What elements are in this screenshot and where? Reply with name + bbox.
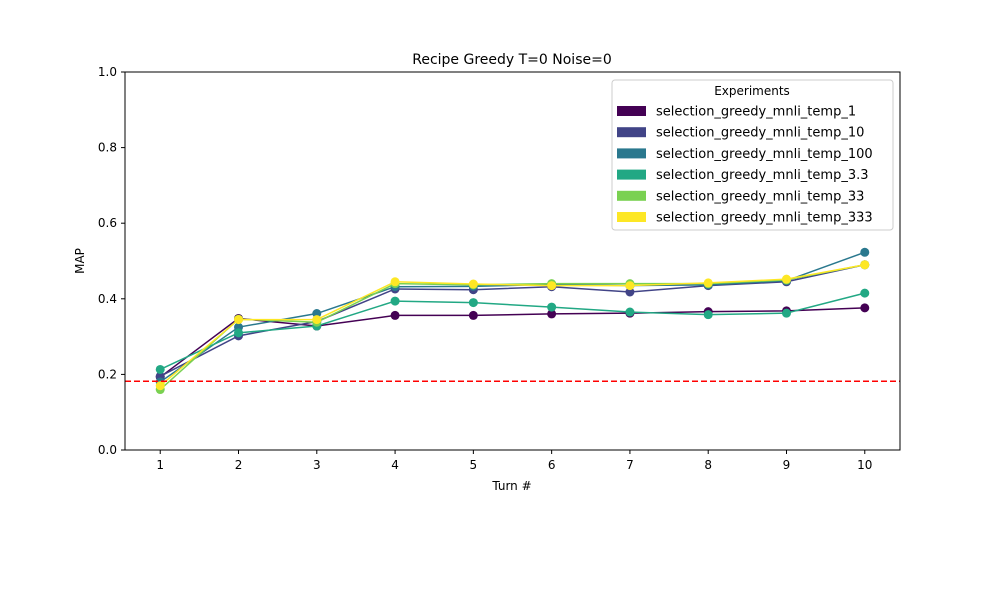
legend-swatch — [617, 127, 646, 138]
data-point — [703, 278, 713, 288]
series-line — [159, 251, 866, 383]
data-point — [547, 281, 557, 291]
data-point — [860, 247, 870, 257]
data-point — [547, 302, 557, 312]
data-point — [234, 328, 244, 338]
legend-swatch — [617, 212, 646, 222]
series-line — [159, 264, 865, 387]
series-2 — [155, 247, 870, 387]
y-tick-label: 0.2 — [98, 367, 117, 381]
legend-title: Experiments — [714, 84, 790, 98]
y-tick-label: 0.8 — [98, 141, 117, 155]
legend-label: selection_greedy_mnli_temp_10 — [656, 126, 864, 141]
series-line — [159, 264, 865, 377]
x-tick-label: 10 — [857, 458, 872, 472]
x-tick-label: 5 — [470, 458, 478, 472]
legend-swatch — [617, 169, 646, 180]
data-point — [860, 288, 870, 298]
legend-swatch — [617, 190, 646, 201]
x-tick-label: 7 — [626, 458, 634, 472]
chart-title: Recipe Greedy T=0 Noise=0 — [412, 52, 612, 68]
x-axis-ticks: 1 2 3 4 5 6 7 8 9 10 — [156, 450, 872, 472]
y-axis-ticks: 0.0 0.2 0.4 0.6 0.8 1.0 — [98, 65, 125, 457]
y-tick-label: 1.0 — [98, 65, 117, 79]
data-point — [860, 303, 870, 313]
x-tick-label: 4 — [391, 458, 399, 472]
legend-label: selection_greedy_mnli_temp_3.3 — [656, 168, 869, 183]
data-point — [390, 310, 400, 320]
series-5 — [155, 260, 870, 391]
x-tick-label: 8 — [704, 458, 712, 472]
plot-area — [125, 247, 900, 395]
x-axis-label: Turn # — [491, 479, 531, 493]
plot-frame — [124, 71, 901, 451]
legend-label: selection_greedy_mnli_temp_33 — [656, 189, 864, 204]
x-tick-label: 6 — [548, 458, 556, 472]
data-point — [547, 309, 557, 319]
data-point — [625, 307, 635, 317]
y-axis-label: MAP — [73, 248, 87, 274]
legend-swatch — [617, 148, 646, 159]
data-point — [625, 281, 635, 291]
x-tick-label: 2 — [235, 458, 243, 472]
data-point — [312, 315, 322, 325]
series-line — [159, 292, 865, 371]
data-point — [625, 287, 635, 297]
legend-label: selection_greedy_mnli_temp_1 — [656, 105, 856, 120]
y-tick-label: 0.0 — [98, 443, 117, 457]
legend-entries: selection_greedy_mnli_temp_1 selection_gr… — [617, 105, 873, 226]
data-point — [781, 274, 791, 284]
legend-box — [611, 79, 894, 231]
series-0 — [155, 303, 870, 382]
data-point — [781, 308, 791, 318]
data-point — [155, 381, 165, 391]
data-point — [155, 364, 165, 374]
x-tick-label: 1 — [156, 458, 164, 472]
x-tick-label: 9 — [783, 458, 791, 472]
data-point — [468, 310, 478, 320]
y-tick-label: 0.4 — [98, 292, 117, 306]
data-point — [703, 310, 713, 320]
data-point — [234, 315, 244, 325]
data-point — [390, 296, 400, 306]
legend-label: selection_greedy_mnli_temp_100 — [656, 147, 873, 162]
series-3 — [155, 288, 870, 374]
x-tick-label: 3 — [313, 458, 321, 472]
data-point — [860, 260, 870, 270]
data-point — [390, 277, 400, 287]
y-tick-label: 0.6 — [98, 216, 117, 230]
data-point — [468, 279, 478, 289]
data-point — [468, 298, 478, 308]
series-line — [159, 307, 865, 378]
legend-swatch — [617, 106, 646, 116]
legend: Experiments selection_greedy_mnli_temp_1… — [611, 79, 894, 231]
legend-label: selection_greedy_mnli_temp_333 — [656, 211, 873, 226]
